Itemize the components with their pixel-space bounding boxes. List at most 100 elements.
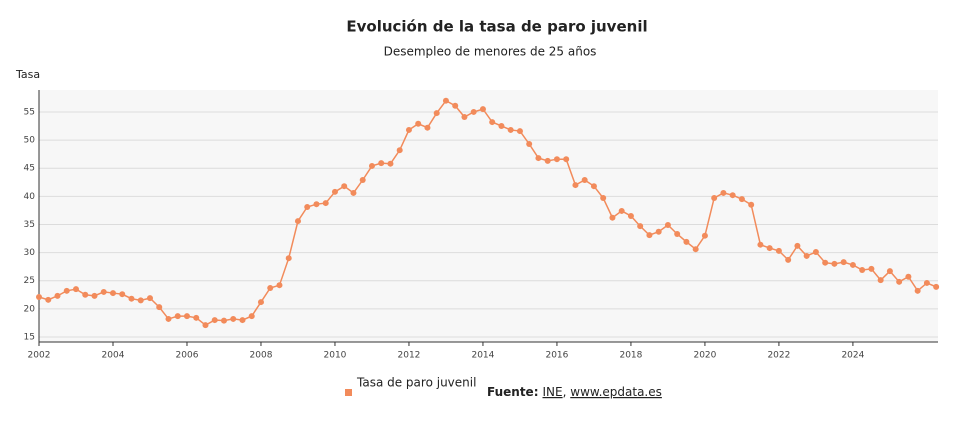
point — [165, 315, 172, 322]
point — [840, 259, 847, 266]
point — [378, 160, 385, 167]
point — [803, 252, 810, 259]
point — [100, 288, 107, 295]
point — [248, 313, 255, 320]
point — [572, 182, 579, 189]
point — [54, 292, 61, 299]
point — [193, 314, 200, 321]
y-tick-label: 35 — [24, 220, 35, 230]
point — [304, 204, 311, 210]
point — [387, 160, 394, 167]
point — [720, 189, 727, 196]
point — [405, 126, 412, 133]
point — [442, 97, 449, 104]
point — [896, 278, 903, 285]
point — [72, 286, 79, 293]
y-tick-label: 30 — [24, 248, 36, 258]
x-tick-label: 2014 — [471, 351, 494, 361]
point — [202, 322, 209, 329]
point — [368, 162, 375, 169]
point — [590, 183, 597, 190]
point — [128, 295, 135, 302]
x-tick-label: 2020 — [693, 351, 716, 361]
source: Fuente: INE, www.epdata.es — [487, 385, 662, 399]
point — [886, 268, 893, 275]
point — [553, 156, 560, 163]
y-tick-label: 40 — [24, 192, 36, 202]
point — [230, 315, 237, 322]
point — [91, 292, 98, 299]
point — [313, 201, 320, 208]
point — [156, 304, 163, 311]
point — [905, 273, 912, 280]
x-tick-label: 2022 — [767, 351, 790, 361]
point — [664, 222, 671, 228]
source-link[interactable]: www.epdata.es — [570, 385, 662, 399]
point — [479, 106, 486, 113]
point — [609, 214, 616, 221]
point — [433, 110, 440, 117]
source-separator: , — [563, 385, 571, 399]
point — [729, 192, 736, 199]
point — [119, 291, 126, 298]
point — [868, 265, 875, 272]
point — [600, 195, 607, 201]
point — [822, 259, 829, 266]
point — [526, 141, 533, 147]
legend-swatch — [345, 389, 352, 396]
point — [239, 317, 246, 324]
x-tick-label: 2006 — [176, 351, 199, 361]
x-tick-label: 2016 — [545, 351, 568, 361]
point — [350, 189, 357, 196]
source-link[interactable]: INE — [543, 385, 563, 399]
point — [183, 313, 190, 320]
point — [146, 295, 153, 302]
point — [655, 228, 662, 235]
point — [563, 156, 570, 163]
point — [174, 313, 181, 320]
point — [701, 232, 708, 239]
point — [674, 231, 681, 237]
point — [498, 123, 505, 129]
chart-subtitle: Desempleo de menores de 25 años — [384, 45, 597, 59]
point — [849, 261, 856, 268]
source-label: Fuente: — [487, 385, 539, 399]
point — [257, 299, 264, 306]
point — [785, 256, 792, 263]
point — [646, 232, 653, 239]
point — [267, 285, 274, 291]
point — [877, 277, 884, 284]
point — [36, 294, 42, 300]
point — [507, 126, 514, 133]
point — [45, 296, 52, 303]
point — [923, 279, 930, 286]
point — [637, 223, 644, 230]
point — [424, 124, 431, 131]
point — [859, 267, 866, 273]
point — [516, 128, 523, 135]
x-tick-label: 2002 — [28, 351, 51, 361]
x-tick-label: 2012 — [398, 351, 421, 361]
point — [285, 255, 292, 262]
point — [331, 188, 338, 195]
point — [812, 249, 819, 255]
point — [489, 119, 496, 126]
point — [914, 287, 921, 294]
plot-background — [39, 90, 938, 342]
point — [341, 183, 348, 190]
point — [396, 147, 403, 154]
point — [748, 201, 755, 208]
point — [738, 196, 745, 203]
point — [82, 291, 89, 298]
x-tick-label: 2004 — [102, 351, 125, 361]
point — [470, 108, 477, 115]
y-tick-label: 50 — [24, 136, 36, 146]
point — [831, 260, 838, 267]
point — [766, 245, 773, 252]
y-tick-label: 55 — [24, 107, 35, 117]
y-tick-label: 20 — [24, 304, 36, 314]
x-tick-label: 2018 — [619, 351, 642, 361]
y-axis-label: Tasa — [15, 68, 40, 81]
legend-label: Tasa de paro juvenil — [356, 376, 476, 390]
x-tick-label: 2010 — [324, 351, 347, 361]
